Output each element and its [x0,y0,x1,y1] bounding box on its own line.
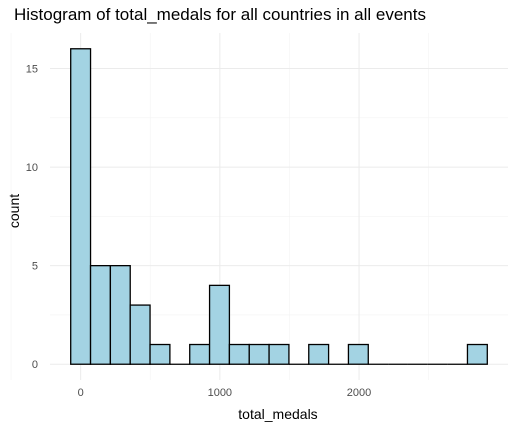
y-tick-label-2: 10 [26,162,38,174]
y-tick-label-0: 0 [32,359,38,371]
bars [70,48,488,365]
histogram-bar-12 [308,343,330,365]
histogram-bar-20 [466,343,488,365]
histogram-bar-2 [109,264,131,365]
histogram-bar-4 [149,343,171,365]
histogram-bar-8 [228,343,250,365]
x-tick-label-2: 2000 [347,387,371,399]
chart-title: Histogram of total_medals for all countr… [14,5,426,24]
y-tick-labels: 0 5 10 15 [26,63,38,371]
y-tick-label-1: 5 [32,261,38,273]
x-tick-label-1: 1000 [208,387,232,399]
histogram-bar-7 [208,284,231,365]
histogram-bar-0 [70,48,92,365]
y-axis-title: count [6,194,22,228]
histogram-bar-6 [189,343,211,365]
x-axis-title: total_medals [238,406,317,422]
histogram-bar-14 [347,343,369,365]
y-tick-label-3: 15 [26,63,38,75]
x-tick-label-0: 0 [78,387,84,399]
histogram-bar-1 [89,264,112,365]
histogram-bar-3 [129,304,151,365]
histogram-bar-10 [268,343,290,365]
histogram-bar-9 [248,343,270,365]
x-tick-labels: 0 1000 2000 [78,387,372,399]
